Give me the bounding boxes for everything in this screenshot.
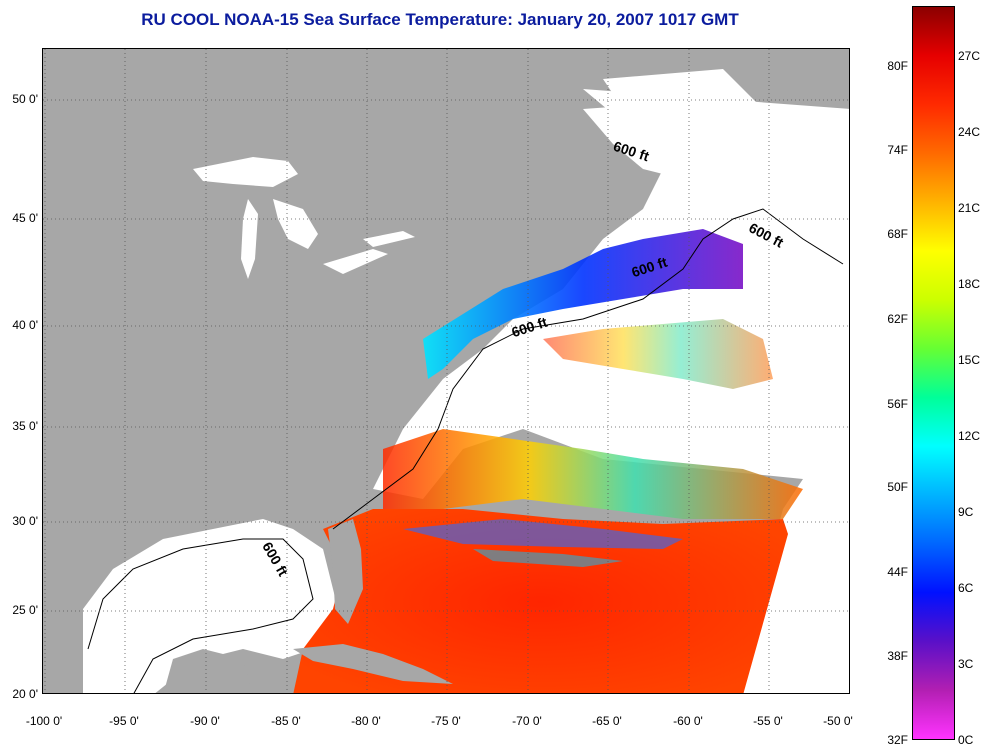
sst-map-canvas	[43, 49, 849, 693]
lake-erie	[323, 249, 388, 274]
colorbar-c-label: 12C	[958, 429, 981, 443]
sst-band-north	[423, 229, 743, 379]
isobath-600ft-gulf	[87, 538, 314, 693]
lat-label: 50 0'	[12, 92, 38, 106]
lon-label: -60 0'	[673, 714, 703, 728]
cuba	[293, 644, 453, 684]
colorbar-c-label: 24C	[958, 125, 981, 139]
sst-warm-south	[293, 509, 788, 693]
colorbar-f-label: 68F	[887, 227, 908, 241]
graticule	[43, 49, 849, 693]
lat-label: 25 0'	[12, 603, 38, 617]
yucatan	[163, 649, 253, 693]
colorbar-f-label: 74F	[887, 143, 908, 157]
colorbar-f-label: 62F	[887, 312, 908, 326]
sst-gulf-stream	[383, 429, 803, 519]
lon-label: -95 0'	[109, 714, 139, 728]
colorbar-f-label: 38F	[887, 649, 908, 663]
florida-peninsula	[328, 519, 363, 624]
lat-label: 30 0'	[12, 514, 38, 528]
map-title: RU COOL NOAA-15 Sea Surface Temperature:…	[141, 10, 739, 29]
lon-label: -100 0'	[25, 714, 63, 728]
sst-map: 600 ft 600 ft 600 ft 600 ft 600 ft	[42, 48, 850, 694]
colorbar-c-label: 21C	[958, 201, 981, 215]
lon-label: -55 0'	[753, 714, 783, 728]
lon-label: -85 0'	[271, 714, 301, 728]
colorbar-f-label: 56F	[887, 397, 908, 411]
isobath-600ft-east	[332, 208, 844, 530]
sst-band-mid	[543, 319, 773, 389]
colorbar-f-label: 80F	[887, 59, 908, 73]
lat-label: 20 0'	[12, 687, 38, 701]
colorbar-c-label: 9C	[958, 505, 974, 519]
colorbar-f-label: 32F	[887, 733, 908, 747]
colorbar-c-label: 27C	[958, 49, 981, 63]
lake-ontario	[363, 231, 415, 247]
sst-cool-streak-2	[473, 549, 623, 567]
lat-label: 45 0'	[12, 211, 38, 225]
great-lakes	[193, 157, 298, 187]
lon-label: -90 0'	[190, 714, 220, 728]
sst-cool-streak	[403, 519, 683, 549]
colorbar-c-label: 3C	[958, 657, 974, 671]
lake-michigan	[241, 199, 258, 279]
gulf-of-st-lawrence	[583, 104, 703, 179]
lat-label: 35 0'	[12, 419, 38, 433]
lon-label: -80 0'	[351, 714, 381, 728]
temperature-colorbar	[912, 6, 955, 740]
colorbar-c-label: 0C	[958, 733, 974, 747]
colorbar-c-label: 15C	[958, 353, 981, 367]
lake-huron	[273, 199, 318, 249]
colorbar-f-label: 44F	[887, 565, 908, 579]
lat-label: 40 0'	[12, 318, 38, 332]
colorbar-f-label: 50F	[887, 480, 908, 494]
colorbar-c-label: 6C	[958, 581, 974, 595]
lon-label: -65 0'	[592, 714, 622, 728]
lon-label: -75 0'	[431, 714, 461, 728]
lon-label: -70 0'	[512, 714, 542, 728]
lon-label: -50 0'	[823, 714, 853, 728]
colorbar-c-label: 18C	[958, 277, 981, 291]
